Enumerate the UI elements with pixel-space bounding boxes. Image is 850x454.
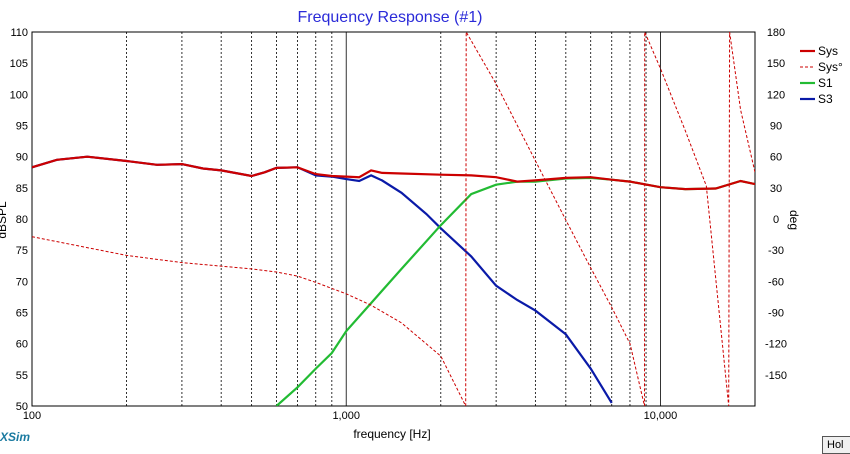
y2-tick-label: 90 <box>770 121 782 133</box>
legend: Sys Sys° S1 S3 <box>800 44 843 106</box>
y2-tick-label: -120 <box>765 339 787 351</box>
y2-tick-label: 180 <box>767 27 785 39</box>
y-tick-label: 110 <box>10 27 28 39</box>
chart-title: Frequency Response (#1) <box>298 9 483 26</box>
hold-button[interactable]: Hol <box>822 436 850 454</box>
series-layer <box>32 32 755 406</box>
y-tick-label: 60 <box>16 339 28 351</box>
x-tick-label: 1,000 <box>332 410 360 422</box>
y-tick-label: 90 <box>16 152 28 164</box>
series-line-sys-phase <box>32 32 755 406</box>
y-tick-label: 65 <box>16 308 28 320</box>
y2-tick-label: -30 <box>768 245 784 257</box>
y2-tick-label: 150 <box>767 58 785 70</box>
series-line-sys <box>32 155 755 191</box>
y-tick-label: 75 <box>16 245 28 257</box>
legend-label: S3 <box>818 92 833 106</box>
x-tick-label: 10,000 <box>644 410 678 422</box>
y-tick-label: 105 <box>10 58 28 70</box>
y-tick-label: 85 <box>16 183 28 195</box>
x-tick-label: 100 <box>23 410 41 422</box>
y-tick-label: 70 <box>16 276 28 288</box>
y2-tick-label: -60 <box>768 276 784 288</box>
legend-label: Sys° <box>818 60 843 74</box>
legend-label: Sys <box>818 44 838 58</box>
y2-tick-label: -150 <box>765 370 787 382</box>
y2-tick-label: 0 <box>773 214 779 226</box>
y2-tick-label: 120 <box>767 89 785 101</box>
y-tick-label: 50 <box>16 401 28 413</box>
y-tick-label: 100 <box>10 89 28 101</box>
y-tick-label: 55 <box>16 370 28 382</box>
y2-tick-label: 30 <box>770 183 782 195</box>
tick-labels: 50 55 60 65 70 75 80 85 90 95 100 105 110 -150 -120 -90… <box>10 27 787 422</box>
grid-lines <box>126 32 661 406</box>
y2-axis-label: deg <box>787 210 801 230</box>
plot-area <box>31 31 756 407</box>
brand-label: XSim <box>0 430 30 444</box>
y-axis-label: dBSPL <box>0 201 9 239</box>
y2-tick-label: -90 <box>768 308 784 320</box>
y2-tick-label: 60 <box>770 152 782 164</box>
legend-label: S1 <box>818 76 833 90</box>
y-tick-label: 95 <box>16 121 28 133</box>
y-tick-label: 80 <box>16 214 28 226</box>
x-axis-label: frequency [Hz] <box>353 427 430 441</box>
